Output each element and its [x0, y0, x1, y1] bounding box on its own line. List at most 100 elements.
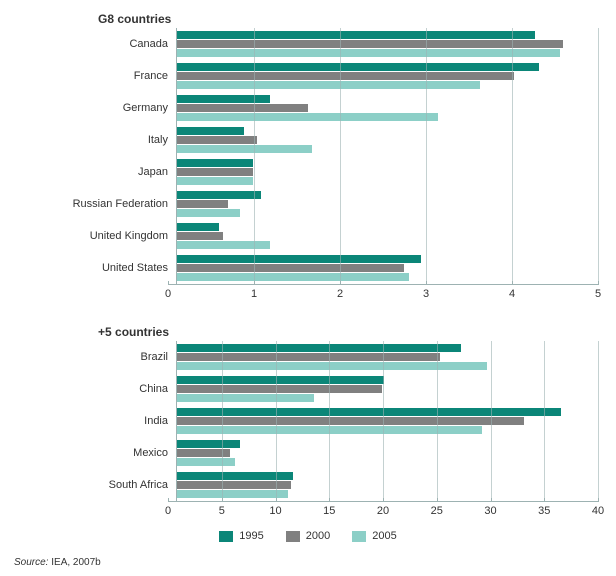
tick-label: 35	[538, 505, 550, 517]
plot-area: CanadaFranceGermanyItalyJapanRussian Fed…	[18, 28, 598, 284]
row-bars	[176, 341, 598, 373]
tick-mark	[598, 281, 599, 285]
chart-row: Mexico	[18, 437, 598, 469]
bar-y1995	[177, 255, 421, 263]
bar-y2000	[177, 481, 291, 489]
chart-row: Canada	[18, 28, 598, 60]
tick-mark	[329, 498, 330, 502]
chart-row: Brazil	[18, 341, 598, 373]
tick-label: 5	[219, 505, 225, 517]
axis-ticks: 0510152025303540	[168, 501, 598, 524]
bar-y1995	[177, 95, 270, 103]
bar-y2000	[177, 72, 514, 80]
tick-mark	[168, 281, 169, 285]
tick-label: 1	[251, 288, 257, 300]
tick-mark	[383, 498, 384, 502]
legend-swatch	[352, 531, 366, 542]
row-bars	[176, 373, 598, 405]
row-label: Italy	[18, 124, 176, 156]
row-label: Russian Federation	[18, 188, 176, 220]
tick-mark	[168, 498, 169, 502]
bar-y1995	[177, 191, 261, 199]
row-label: South Africa	[18, 469, 176, 501]
row-label: Mexico	[18, 437, 176, 469]
bar-y2005	[177, 81, 480, 89]
chart-plus5-title: +5 countries	[98, 325, 598, 339]
bar-y1995	[177, 472, 293, 480]
chart-plus5: +5 countries BrazilChinaIndiaMexicoSouth…	[18, 325, 598, 524]
tick-label: 5	[595, 288, 601, 300]
row-bars	[176, 220, 598, 252]
legend-swatch	[286, 531, 300, 542]
legend-label: 1995	[239, 530, 263, 542]
bar-y2000	[177, 104, 308, 112]
bar-y1995	[177, 31, 535, 39]
bar-y1995	[177, 376, 384, 384]
bar-y2000	[177, 264, 404, 272]
source-line: Source: IEA, 2007b	[14, 557, 101, 568]
row-label: France	[18, 60, 176, 92]
row-bars	[176, 124, 598, 156]
plot-area: BrazilChinaIndiaMexicoSouth Africa	[18, 341, 598, 501]
bar-y1995	[177, 127, 244, 135]
bar-y2000	[177, 417, 524, 425]
tick-label: 40	[592, 505, 604, 517]
row-bars	[176, 28, 598, 60]
row-bars	[176, 437, 598, 469]
legend-item-y1995: 1995	[219, 530, 263, 542]
bar-y2005	[177, 113, 438, 121]
bar-y2000	[177, 200, 228, 208]
row-label: United Kingdom	[18, 220, 176, 252]
source-label: Source:	[14, 557, 48, 568]
row-bars	[176, 469, 598, 501]
chart-row: China	[18, 373, 598, 405]
bar-y2005	[177, 241, 270, 249]
chart-page: G8 countries CanadaFranceGermanyItalyJap…	[0, 0, 616, 576]
bar-y2005	[177, 273, 409, 281]
row-bars	[176, 92, 598, 124]
bar-y2000	[177, 232, 223, 240]
tick-label: 2	[337, 288, 343, 300]
source-value: IEA, 2007b	[51, 557, 100, 568]
chart-row: Italy	[18, 124, 598, 156]
legend-swatch	[219, 531, 233, 542]
bar-y2005	[177, 394, 314, 402]
axis-ticks: 012345	[168, 284, 598, 307]
row-label: United States	[18, 252, 176, 284]
bar-y2005	[177, 490, 288, 498]
row-bars	[176, 405, 598, 437]
bar-y2000	[177, 385, 382, 393]
bar-y2005	[177, 362, 487, 370]
row-bars	[176, 60, 598, 92]
bar-y1995	[177, 63, 539, 71]
tick-label: 4	[509, 288, 515, 300]
tick-mark	[222, 498, 223, 502]
tick-label: 20	[377, 505, 389, 517]
chart-row: Japan	[18, 156, 598, 188]
bar-y2000	[177, 449, 230, 457]
tick-label: 25	[431, 505, 443, 517]
tick-mark	[426, 281, 427, 285]
tick-mark	[340, 281, 341, 285]
bar-y1995	[177, 440, 240, 448]
chart-row: United States	[18, 252, 598, 284]
bar-y2000	[177, 168, 253, 176]
tick-label: 30	[484, 505, 496, 517]
row-label: Brazil	[18, 341, 176, 373]
bar-y2005	[177, 177, 253, 185]
chart-row: Russian Federation	[18, 188, 598, 220]
tick-mark	[491, 498, 492, 502]
tick-mark	[437, 498, 438, 502]
bar-y2005	[177, 145, 312, 153]
legend-item-y2005: 2005	[352, 530, 396, 542]
chart-row: India	[18, 405, 598, 437]
tick-mark	[512, 281, 513, 285]
legend-label: 2000	[306, 530, 330, 542]
chart-g8-title: G8 countries	[98, 12, 598, 26]
tick-mark	[254, 281, 255, 285]
bar-y1995	[177, 344, 461, 352]
x-axis: 012345	[18, 284, 598, 307]
bar-y2005	[177, 49, 560, 57]
bar-y1995	[177, 223, 219, 231]
legend-item-y2000: 2000	[286, 530, 330, 542]
